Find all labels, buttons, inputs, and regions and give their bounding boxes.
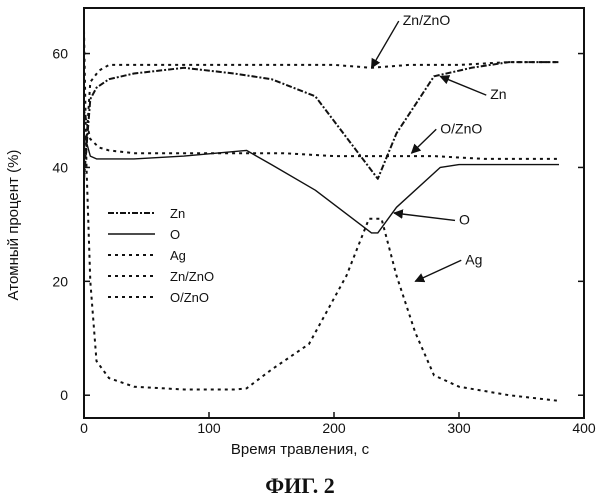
x-tick-label: 400 — [572, 420, 596, 436]
legend-label: Zn — [170, 206, 185, 221]
x-tick-label: 200 — [322, 420, 346, 436]
series-line-ag — [84, 31, 559, 401]
chart-marks — [84, 31, 559, 401]
y-tick-label: 40 — [52, 159, 68, 175]
annotation-arrow — [394, 213, 455, 220]
x-tick-label: 0 — [80, 420, 88, 436]
x-tick-label: 100 — [197, 420, 221, 436]
y-tick-label: 0 — [60, 387, 68, 403]
legend-label: O — [170, 227, 180, 242]
x-tick-label: 300 — [447, 420, 471, 436]
plot-frame — [84, 8, 584, 418]
annotation-label: O/ZnO — [440, 120, 482, 136]
series-line-o — [84, 133, 559, 233]
legend-label: O/ZnO — [170, 290, 209, 305]
series-line-o-zno — [84, 111, 559, 159]
series-line-zn-zno — [84, 62, 559, 179]
y-tick-label: 20 — [52, 273, 68, 289]
annotation-label: Ag — [465, 251, 482, 267]
annotation-label: Zn — [490, 86, 506, 102]
y-tick-label: 60 — [52, 46, 68, 62]
annotation-arrow — [412, 129, 437, 153]
annotation-arrow — [415, 260, 461, 281]
legend-label: Ag — [170, 248, 186, 263]
annotation-label: O — [459, 211, 470, 227]
legend-label: Zn/ZnO — [170, 269, 214, 284]
x-axis-label: Время травления, с — [231, 441, 370, 458]
series-line-zn — [84, 62, 559, 179]
figure-caption: ФИГ. 2 — [265, 473, 335, 498]
annotation-arrow — [440, 76, 486, 95]
annotation-arrow — [372, 21, 399, 68]
legend: Zn O Ag Zn/ZnO O/ZnO — [108, 206, 214, 305]
y-axis-label: Атомный процент (%) — [5, 150, 22, 301]
annotation-label: Zn/ZnO — [403, 12, 451, 28]
